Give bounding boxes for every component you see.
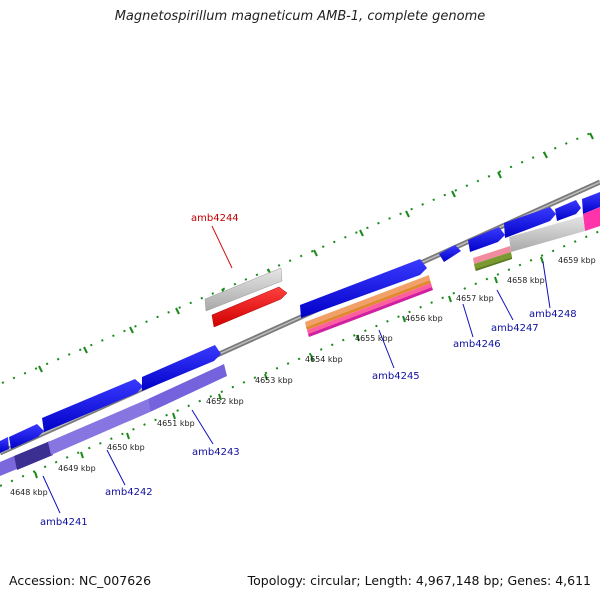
leader-amb4241 — [42, 475, 61, 514]
scale-labels: 4648 kbp 4649 kbp 4650 kbp 4651 kbp 4652… — [10, 256, 596, 497]
cds-arrow[interactable] — [439, 245, 461, 262]
scale-label: 4656 kbp — [405, 314, 443, 323]
leader-amb4247 — [496, 289, 514, 321]
feature-amb4242[interactable] — [48, 399, 150, 455]
scale-label: 4655 kbp — [355, 334, 393, 343]
inner-major-tick — [494, 276, 498, 284]
leader-amb4248 — [542, 261, 551, 309]
outer-major-tick — [589, 132, 594, 140]
inner-major-tick — [402, 315, 406, 323]
inner-major-ticks — [34, 256, 544, 479]
inner-major-tick — [264, 373, 268, 381]
feature-amb4244-grey[interactable] — [204, 267, 283, 312]
outer-major-ticks — [38, 132, 594, 373]
inner-major-tick — [126, 432, 130, 440]
outer-major-tick — [175, 307, 180, 315]
cds-arrow[interactable] — [555, 200, 581, 221]
inner-major-tick — [80, 451, 84, 459]
cds-arrow[interactable] — [142, 345, 221, 391]
gene-labels: amb4241 amb4242 amb4243 amb4244 amb4245 … — [40, 213, 577, 528]
feature-amb4241-dark[interactable] — [14, 441, 53, 470]
inner-major-tick — [448, 295, 452, 303]
outer-major-tick — [38, 365, 43, 373]
accession-text: Accession: NC_007626 — [9, 573, 152, 588]
outer-major-tick — [543, 151, 548, 159]
outer-major-tick — [497, 171, 502, 179]
genome-summary-text: Topology: circular; Length: 4,967,148 bp… — [247, 573, 591, 588]
cds-arrow-pink[interactable] — [583, 207, 600, 231]
leader-amb4243 — [191, 409, 214, 445]
scale-label: 4653 kbp — [255, 376, 293, 385]
map-title: Magnetospirillum magneticum AMB-1, compl… — [114, 9, 486, 24]
purple-features — [0, 364, 227, 476]
feature-amb4243[interactable] — [148, 364, 227, 412]
cds-track — [0, 192, 600, 453]
scale-label: 4649 kbp — [58, 464, 96, 473]
feature-amb4247[interactable] — [473, 246, 512, 271]
feature-amb4245-stack[interactable] — [305, 275, 433, 337]
scale-label: 4654 kbp — [305, 355, 343, 364]
scale-label: 4652 kbp — [206, 397, 244, 406]
outer-major-tick — [451, 190, 456, 198]
inner-major-tick — [34, 471, 38, 479]
outer-major-tick — [129, 326, 134, 334]
gene-label-amb4243[interactable]: amb4243 — [192, 447, 240, 458]
inner-tick-dots — [0, 230, 600, 487]
gene-label-amb4242[interactable]: amb4242 — [105, 487, 153, 498]
cds-arrow[interactable] — [468, 227, 505, 252]
inner-major-tick — [540, 256, 544, 264]
gene-label-amb4246[interactable]: amb4246 — [453, 339, 501, 350]
scale-label: 4659 kbp — [558, 256, 596, 265]
outer-major-tick — [405, 210, 410, 218]
gene-label-amb4244[interactable]: amb4244 — [191, 213, 239, 224]
outer-major-tick — [359, 229, 364, 237]
inner-major-tick — [356, 334, 360, 342]
scale-label: 4650 kbp — [107, 443, 145, 452]
cds-arrow[interactable] — [504, 207, 556, 238]
cds-arrow[interactable] — [42, 379, 143, 432]
gene-label-amb4245[interactable]: amb4245 — [372, 371, 420, 382]
outer-major-tick — [313, 249, 318, 257]
cds-arrow[interactable] — [582, 192, 600, 214]
leader-amb4242 — [106, 449, 126, 486]
leader-amb4244 — [211, 225, 233, 269]
inner-major-tick — [310, 354, 314, 362]
leader-amb4246 — [462, 303, 474, 338]
scale-label: 4658 kbp — [507, 276, 545, 285]
scale-label: 4657 kbp — [456, 294, 494, 303]
inner-major-tick — [172, 412, 176, 420]
gene-leader-lines — [42, 225, 551, 514]
feature-amb4244-red[interactable] — [211, 286, 288, 328]
inner-tick-track — [0, 230, 600, 487]
scale-label: 4651 kbp — [157, 419, 195, 428]
inner-major-tick — [218, 393, 222, 401]
cds-arrow[interactable] — [9, 424, 44, 449]
gene-label-amb4248[interactable]: amb4248 — [529, 309, 577, 320]
scale-label: 4648 kbp — [10, 488, 48, 497]
cds-arrow[interactable] — [300, 259, 427, 318]
cds-arrow[interactable] — [0, 437, 9, 453]
feature-amb4248[interactable] — [509, 216, 585, 252]
gene-label-amb4241[interactable]: amb4241 — [40, 517, 88, 528]
outer-major-tick — [83, 346, 88, 354]
gene-label-amb4247[interactable]: amb4247 — [491, 323, 539, 334]
feature-amb4241[interactable] — [0, 456, 17, 476]
leader-amb4245 — [378, 329, 395, 369]
